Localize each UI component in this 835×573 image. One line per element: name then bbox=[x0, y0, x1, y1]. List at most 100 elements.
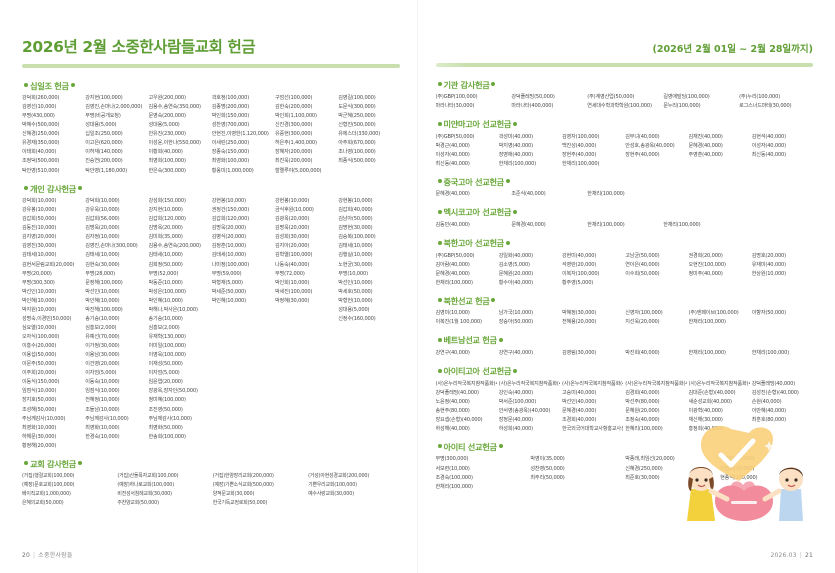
donor-entry: 무명(300,000) bbox=[435, 456, 469, 463]
donor-entry bbox=[338, 167, 399, 176]
donor-grid: 강연구(40,000) 강연구(40,000) 김영림(30,000) 박진희(40,… bbox=[436, 349, 814, 358]
donor-entry bbox=[212, 387, 273, 396]
donor-entry: 이자엄(5,000) bbox=[148, 370, 180, 377]
donor-entry: 한채리(100,000) bbox=[587, 222, 625, 228]
donor-entry: 마라나타(30,000) bbox=[435, 103, 475, 110]
donor-entry: 강덕플레밍(40,000) bbox=[751, 380, 796, 387]
page-title: 2026년 2월 소중한사람들교회 헌금 bbox=[22, 38, 256, 56]
donor-entry: 김용수,송연숙(200,000) bbox=[148, 243, 202, 250]
right-page: (2026년 2월 01일 ~ 2월 28일까지) 기관 감사헌금 (주)GBP(… bbox=[418, 0, 835, 573]
donor-entry: 장광옥,장자인(50,000) bbox=[148, 388, 198, 395]
donor-entry bbox=[275, 424, 336, 433]
donor-entry: 강현봉(10,000) bbox=[338, 198, 373, 205]
donor-entry: 김태세(10,000) bbox=[338, 243, 373, 250]
donor-grid: (주)GBP(50,000) 강일화(40,000) 강현미(40,000) 고남균(… bbox=[436, 252, 814, 288]
donor-entry: 한은숙(300,000) bbox=[148, 167, 186, 174]
donor-entry: 박선주(80,000) bbox=[625, 398, 660, 405]
heart-band-icon bbox=[731, 501, 757, 504]
bullet-dot-icon bbox=[437, 337, 442, 342]
donor-entry: 강덕플레밍(50,000) bbox=[511, 94, 555, 101]
donor-entry: 노현균(30,000) bbox=[338, 261, 373, 268]
section-아이티고아-선교헌금: 아이티고아 선교헌금 (사)온누리작국복지참작품화(40,000) (사)온누리작국… bbox=[436, 367, 814, 434]
right-sections-container: 기관 감사헌금 (주)GBP(100,000) 강덕플레밍(50,000) (주)계영… bbox=[435, 79, 814, 492]
donor-entry bbox=[275, 442, 336, 451]
donor-entry: 장현주(40,000) bbox=[562, 151, 597, 158]
donor-entry bbox=[275, 396, 336, 405]
donor-entry: (거집)한양장리교회(200,000) bbox=[212, 473, 274, 480]
donor-entry: 한경숙(10,000) bbox=[85, 433, 120, 440]
section-heading: 십일조 헌금 bbox=[22, 81, 400, 91]
donor-entry: 신영자(100,000) bbox=[625, 310, 663, 317]
donor-entry: 김동진(10,000) bbox=[22, 225, 57, 232]
donor-entry: 한국기독교정로회(50,000) bbox=[212, 499, 268, 506]
donor-entry: 강유욱(10,000) bbox=[85, 207, 120, 214]
donor-entry: 문혜원(20,000) bbox=[625, 407, 660, 414]
donor-entry: 김대준(손형)(40,000) bbox=[688, 389, 736, 396]
donor-entry: 박선인(40,000) bbox=[562, 398, 597, 405]
donor-entry: 김정훈(10,000) bbox=[211, 243, 246, 250]
bullet-dot-icon bbox=[437, 298, 442, 303]
donor-entry: 강지현(100,000) bbox=[85, 95, 123, 102]
donor-entry: 무명(10,000) bbox=[338, 270, 368, 277]
donor-entry: 강연구(40,000) bbox=[435, 349, 470, 356]
donor-entry bbox=[212, 406, 273, 415]
donor-entry: 김동민(40,000) bbox=[435, 222, 470, 228]
bullet-dot-icon bbox=[505, 179, 510, 184]
header-rule-right bbox=[435, 62, 813, 67]
donor-entry: 박선인(10,000) bbox=[338, 279, 373, 286]
donor-grid: 김동민(40,000) 문혜경(40,000) 한채리(100,000) 한채리(10… bbox=[436, 221, 814, 230]
donor-entry: 박선인(10,000) bbox=[85, 288, 120, 295]
donor-entry: 유에스더(330,000) bbox=[338, 131, 381, 138]
donor-entry bbox=[275, 306, 336, 315]
donor-entry: (사)온누리작국복지참작품화(40,000) bbox=[625, 380, 687, 387]
donor-entry bbox=[338, 396, 399, 405]
donor-entry: 최진욱(200,000) bbox=[275, 158, 313, 165]
donor-entry bbox=[625, 279, 686, 288]
section-heading: 중국고아 선교헌금 bbox=[436, 177, 814, 187]
donor-entry: 무명(72,000) bbox=[275, 270, 305, 277]
donor-entry bbox=[212, 306, 273, 315]
footer-right-page: 21 bbox=[804, 552, 813, 559]
donor-entry: 하해문(30,000) bbox=[22, 433, 57, 440]
donor-grid: 강덕희(10,000) 강덕희(10,000) 강성희(150,000) 강현봉(10… bbox=[22, 197, 400, 451]
donor-grid: (주)GBP(50,000) 곽성미(40,000) 김영자(100,000) 김부녀… bbox=[436, 133, 814, 169]
sparkle-icon bbox=[764, 441, 774, 451]
donor-entry: 연세대수학과학학원(100,000) bbox=[587, 103, 652, 110]
donor-entry: 이영욱(100,000) bbox=[148, 352, 186, 359]
section-title: 아이티고아 선교헌금 bbox=[443, 366, 512, 377]
donor-entry: 문혜경(40,000) bbox=[435, 270, 470, 277]
donor-entry: 박인희(150,000) bbox=[211, 113, 250, 120]
section-title: 기관 감사헌금 bbox=[443, 79, 490, 90]
donor-entry: 김영림(30,000) bbox=[562, 349, 597, 356]
donor-entry: 비전성서침례교회(30,000) bbox=[117, 490, 172, 497]
donor-entry: (사)온누리작국복지참작품화(40,000) bbox=[435, 380, 497, 387]
donor-entry bbox=[212, 342, 273, 351]
donor-entry: (예장)문호교회(100,000) bbox=[22, 482, 75, 489]
donor-entry: 박해나,박사은(10,000) bbox=[148, 306, 198, 313]
donor-entry: 김갑희(120,000) bbox=[148, 216, 186, 223]
bullet-dot-icon bbox=[77, 461, 82, 466]
donor-entry bbox=[275, 378, 336, 387]
section-기관-감사헌금: 기관 감사헌금 (주)GBP(100,000) 강덕플레밍(50,000) (주)계영… bbox=[435, 79, 814, 112]
donor-entry bbox=[689, 160, 750, 169]
section-title: 베트남선교 헌금 bbox=[443, 335, 497, 346]
donor-entry bbox=[275, 333, 336, 342]
donor-entry: 성대용(5,000) bbox=[148, 122, 180, 129]
donor-entry: 김갑희(40,000) bbox=[338, 207, 373, 214]
donor-grid: 강덕희(260,000) 강지현(100,000) 고우원(200,000) 곽호정(… bbox=[22, 94, 400, 176]
donor-entry: 김명옥(20,000) bbox=[148, 225, 183, 232]
donor-entry bbox=[752, 318, 813, 327]
bullet-dot-icon bbox=[437, 444, 442, 449]
donor-entry: 강현봉(10,000) bbox=[275, 198, 310, 205]
donor-entry: 한채리(100,000) bbox=[435, 483, 473, 490]
donor-entry bbox=[739, 221, 813, 230]
donor-entry: 송기승(10,000) bbox=[85, 315, 120, 322]
donor-entry: 박지원(10,000) bbox=[22, 306, 57, 313]
donor-entry: 이세린(250,000) bbox=[211, 140, 250, 147]
donor-entry: 양적문교회(30,000) bbox=[212, 490, 255, 497]
donor-entry: 이황희(40,000) bbox=[148, 149, 183, 156]
donor-entry: 한채리(100,000) bbox=[751, 349, 790, 356]
donor-entry: 한채리(100,000) bbox=[562, 160, 600, 167]
donor-entry: (주)GBP(50,000) bbox=[435, 252, 475, 259]
donor-entry bbox=[212, 369, 273, 378]
